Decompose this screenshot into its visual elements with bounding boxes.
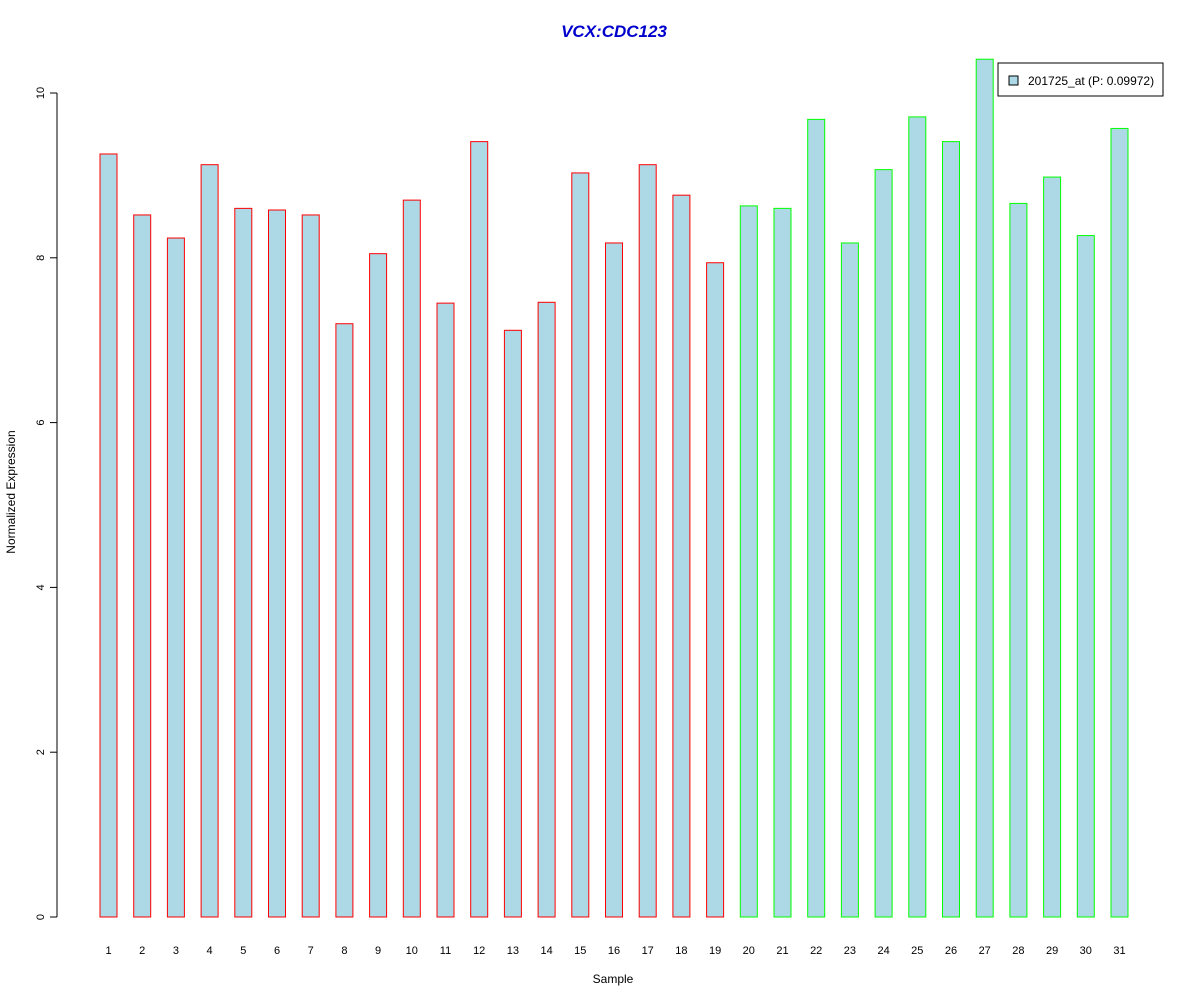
bar-sample-15	[571, 172, 590, 918]
x-tick-label: 25	[911, 945, 923, 957]
bar-sample-1	[99, 153, 118, 918]
y-tick-label: 0	[35, 914, 47, 920]
x-tick-label: 29	[1046, 945, 1058, 957]
x-axis-label: Sample	[593, 972, 634, 986]
bar-sample-27	[975, 58, 994, 918]
x-tick-label: 17	[642, 945, 654, 957]
x-tick-label: 16	[608, 945, 620, 957]
bar-sample-20	[739, 205, 758, 918]
bar-sample-28	[1009, 202, 1028, 918]
y-tick-label: 2	[35, 749, 47, 755]
bar-sample-13	[503, 329, 522, 918]
legend-swatch	[1008, 75, 1019, 86]
bar-sample-7	[301, 214, 320, 918]
x-tick-label: 19	[709, 945, 721, 957]
bar-sample-21	[773, 207, 792, 918]
bars	[99, 58, 1129, 918]
x-tick-label: 7	[308, 945, 314, 957]
bar-sample-26	[942, 141, 960, 918]
x-tick-label: 21	[776, 945, 788, 957]
x-tick-label: 11	[440, 945, 451, 957]
bar-sample-10	[402, 199, 421, 918]
x-tick-label: 6	[274, 945, 280, 957]
x-tick-label: 26	[945, 945, 957, 957]
x-tick-label: 9	[375, 945, 381, 957]
x-tick-label: 1	[105, 945, 111, 957]
legend: 201725_at (P: 0.09972)	[997, 62, 1164, 97]
x-axis-tick-labels: 1 2 3 4 5 6 7 8 9 10 11 12 13 14 15 16 17 18 19 20 21 22 23 24 2…	[105, 945, 1125, 957]
x-tick-label: 18	[675, 945, 687, 957]
x-tick-label: 22	[810, 945, 822, 957]
bar-sample-18	[672, 194, 691, 918]
bar-sample-14	[537, 301, 556, 918]
x-tick-label: 5	[240, 945, 246, 957]
x-tick-label: 14	[540, 945, 552, 957]
x-tick-label: 12	[473, 945, 485, 957]
bar-sample-11	[436, 302, 455, 918]
bar-sample-22	[807, 118, 826, 918]
x-tick-label: 10	[406, 945, 418, 957]
x-tick-label: 27	[979, 945, 991, 957]
x-tick-label: 8	[341, 945, 347, 957]
bar-sample-19	[706, 262, 725, 918]
y-tick-label: 6	[35, 420, 47, 426]
bar-sample-6	[268, 209, 286, 918]
x-tick-label: 30	[1080, 945, 1092, 957]
bar-sample-31	[1110, 127, 1129, 918]
x-tick-label: 4	[207, 945, 213, 957]
legend-box	[997, 62, 1164, 97]
bar-sample-12	[470, 141, 489, 918]
chart-title: VCX:CDC123	[561, 22, 667, 41]
bar-sample-5	[234, 207, 253, 918]
bar-sample-24	[874, 169, 893, 918]
x-tick-label: 31	[1113, 945, 1125, 957]
x-tick-label: 24	[877, 945, 889, 957]
bar-sample-16	[605, 242, 623, 918]
x-tick-label: 20	[743, 945, 755, 957]
bar-sample-23	[840, 242, 859, 918]
legend-label: 201725_at (P: 0.09972)	[1028, 74, 1154, 88]
bar-sample-25	[908, 116, 927, 918]
bar-sample-30	[1076, 235, 1095, 918]
x-tick-label: 3	[173, 945, 179, 957]
bar-sample-8	[335, 323, 354, 918]
bar-sample-17	[638, 164, 657, 918]
bar-sample-4	[200, 164, 219, 918]
y-tick-label: 8	[35, 255, 47, 261]
bar-sample-9	[369, 253, 388, 918]
y-tick-label: 4	[35, 584, 47, 590]
y-axis-label: Normalized Expression	[4, 430, 18, 553]
bar-sample-3	[166, 237, 185, 918]
y-tick-label: 10	[35, 87, 47, 99]
x-tick-label: 23	[844, 945, 856, 957]
bar-sample-29	[1043, 176, 1062, 918]
x-tick-label: 28	[1012, 945, 1024, 957]
bar-sample-2	[133, 214, 152, 918]
x-tick-label: 13	[507, 945, 519, 957]
x-tick-label: 15	[574, 945, 586, 957]
y-axis-ticks: 0 2 4 6 8 10	[35, 87, 57, 920]
x-tick-label: 2	[139, 945, 145, 957]
